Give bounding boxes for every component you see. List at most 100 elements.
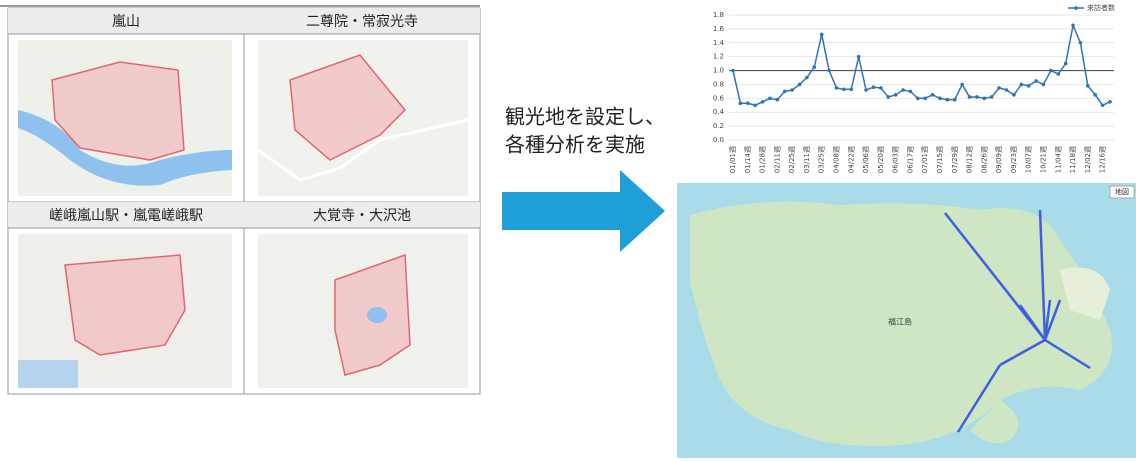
data-point [968, 95, 972, 99]
analysis-map: 地図 福江島 [677, 183, 1136, 458]
x-tick-label: 03/11週 [802, 146, 811, 173]
data-point [761, 100, 765, 104]
x-tick-label: 05/06週 [861, 146, 870, 173]
data-point [813, 65, 817, 69]
x-tick-label: 02/11週 [772, 146, 781, 173]
x-tick-label: 02/25週 [787, 146, 796, 173]
data-point [1012, 93, 1016, 97]
data-point [849, 88, 853, 92]
data-point [953, 98, 957, 102]
data-point [886, 95, 890, 99]
map-thumb [18, 40, 232, 196]
x-tick-label: 07/29週 [950, 146, 959, 173]
page-canvas: 嵐山 二尊院・常寂光寺 嵯峨嵐山駅・嵐電嵯峨駅 大覚寺・大沢池 観光地を設定し、… [0, 0, 1136, 458]
y-tick-label: 1.8 [713, 11, 724, 19]
data-point [909, 90, 913, 94]
y-tick-label: 0.8 [713, 80, 724, 88]
series-line [733, 25, 1110, 105]
y-tick-label: 0.6 [713, 94, 725, 102]
arrow-caption: 観光地を設定し、 [505, 105, 665, 129]
x-tick-label: 10/21週 [1038, 146, 1047, 173]
x-tick-label: 01/28週 [758, 146, 767, 173]
data-point [798, 83, 802, 87]
data-point [1108, 100, 1112, 104]
data-point [1034, 79, 1038, 83]
data-point [931, 93, 935, 97]
data-point [857, 55, 861, 59]
data-point [894, 93, 898, 97]
arrow [502, 170, 665, 252]
legend-label: 来訪者数 [1087, 3, 1115, 12]
data-point [1093, 93, 1097, 97]
data-point [1049, 69, 1053, 73]
y-tick-label: 0.4 [713, 108, 725, 116]
data-point [983, 97, 987, 101]
data-point [1086, 84, 1090, 88]
x-tick-label: 06/03週 [891, 146, 900, 173]
x-tick-label: 07/01週 [920, 146, 929, 173]
x-tick-label: 12/16週 [1098, 146, 1107, 173]
x-tick-label: 03/25週 [817, 146, 826, 173]
y-tick-label: 1.0 [713, 67, 724, 75]
data-point [746, 101, 750, 105]
y-tick-label: 1.6 [713, 25, 725, 33]
x-tick-label: 01/01週 [728, 146, 737, 173]
data-point [916, 97, 920, 101]
map-button[interactable]: 地図 [1115, 187, 1129, 196]
data-point [820, 33, 824, 37]
data-point [1071, 24, 1075, 28]
x-tick-label: 08/26週 [979, 146, 988, 173]
data-point [1027, 84, 1031, 88]
x-tick-label: 10/07週 [1024, 146, 1033, 173]
arrow-caption: 各種分析を実施 [505, 133, 645, 157]
data-point [975, 95, 979, 99]
y-tick-label: 0.0 [713, 136, 724, 144]
data-point [1079, 41, 1083, 45]
x-tick-label: 11/18週 [1068, 146, 1077, 173]
data-point [790, 88, 794, 92]
data-point [842, 88, 846, 92]
cell-title: 嵐山 [112, 14, 140, 30]
data-point [731, 69, 735, 73]
data-point [753, 103, 757, 107]
data-point [1019, 83, 1023, 87]
cell-title: 大覚寺・大沢池 [313, 208, 411, 224]
data-point [805, 76, 809, 80]
data-point [864, 88, 868, 92]
x-tick-label: 09/23週 [1009, 146, 1018, 173]
data-point [1056, 72, 1060, 76]
data-point [783, 90, 787, 94]
data-point [1064, 62, 1068, 66]
cell-title: 二尊院・常寂光寺 [306, 13, 418, 30]
data-point [1042, 83, 1046, 87]
x-tick-label: 11/04週 [1053, 146, 1062, 173]
data-point [835, 86, 839, 90]
x-tick-label: 04/22週 [846, 146, 855, 173]
map-thumb [18, 234, 232, 388]
data-point [1005, 88, 1009, 92]
y-tick-label: 1.2 [713, 53, 724, 61]
page: 嵐山 二尊院・常寂光寺 嵯峨嵐山駅・嵐電嵯峨駅 大覚寺・大沢池 観光地を設定し、… [0, 0, 1136, 458]
x-tick-label: 08/12週 [965, 146, 974, 173]
map-label: 福江島 [888, 317, 912, 327]
data-point [879, 86, 883, 90]
data-point [1101, 103, 1105, 107]
data-point [997, 86, 1001, 90]
data-point [938, 97, 942, 101]
map-thumb [258, 40, 468, 196]
legend-swatch [1074, 6, 1078, 10]
data-point [960, 83, 964, 87]
x-tick-label: 07/15週 [935, 146, 944, 173]
data-point [768, 97, 772, 101]
data-point [739, 101, 743, 105]
x-tick-label: 04/08週 [831, 146, 840, 173]
data-point [990, 95, 994, 99]
x-tick-label: 12/02週 [1083, 146, 1092, 173]
data-point [923, 97, 927, 101]
data-point [872, 85, 876, 89]
y-tick-label: 0.2 [713, 122, 724, 130]
x-tick-label: 01/14週 [743, 146, 752, 173]
cell-title: 嵯峨嵐山駅・嵐電嵯峨駅 [49, 208, 203, 224]
data-point [827, 69, 831, 73]
